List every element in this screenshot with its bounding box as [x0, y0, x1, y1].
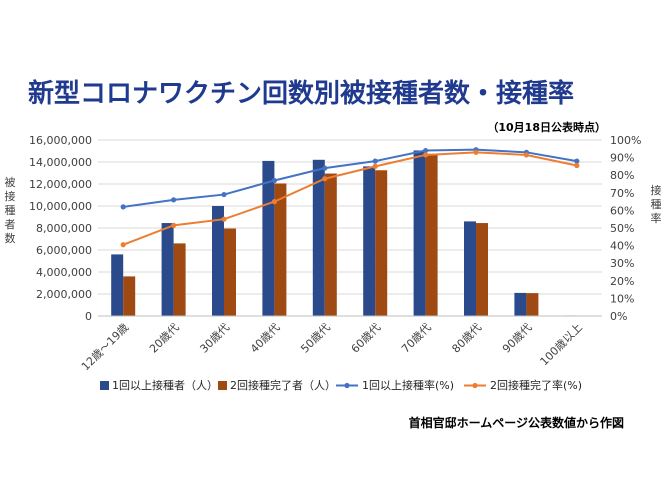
chart-title: 新型コロナワクチン回数別被接種者数・接種率: [28, 78, 574, 109]
y-tick-right: 80%: [610, 169, 634, 182]
axis-label-char: 被: [5, 176, 16, 189]
y-tick-left: 2,000,000: [36, 288, 92, 301]
bar-2: [173, 243, 186, 316]
point-1: [423, 147, 429, 154]
point-1: [171, 197, 177, 203]
bar-2: [123, 276, 136, 316]
lines: [120, 147, 580, 248]
x-tick-label: 90歳代: [500, 321, 535, 356]
point-2: [574, 162, 580, 169]
chart-subtitle: （10月18日公表時点）: [487, 120, 606, 134]
point-1: [120, 204, 126, 210]
line-series-1: [123, 148, 577, 208]
point-2: [271, 199, 277, 205]
point-2: [423, 152, 429, 158]
point-2: [322, 176, 328, 182]
x-tick-label: 50歳代: [298, 321, 333, 356]
y-tick-right: 10%: [610, 292, 634, 305]
y-tick-left: 14,000,000: [29, 156, 92, 169]
y-tick-right: 50%: [610, 222, 634, 235]
y-tick-right: 40%: [610, 240, 634, 253]
y-tick-left: 12,000,000: [29, 178, 92, 191]
bar-1: [212, 206, 224, 316]
x-tick-label: 80歳代: [449, 321, 484, 356]
legend-swatch: [218, 381, 227, 390]
y-tick-right: 70%: [610, 187, 634, 200]
axis-label-char: 数: [5, 232, 16, 245]
bar-2: [425, 153, 438, 316]
bar-1: [262, 160, 275, 316]
point-1: [372, 158, 378, 164]
y-tick-right: 60%: [610, 204, 634, 217]
y-tick-right: 20%: [610, 275, 634, 288]
y-tick-left: 10,000,000: [29, 200, 92, 213]
y-tick-left: 16,000,000: [29, 134, 92, 147]
x-tick-label: 70歳代: [399, 321, 434, 356]
source-note: 首相官邸ホームページ公表数値から作図: [409, 415, 624, 430]
bar-1: [514, 292, 527, 316]
axis-label-char: 率: [651, 211, 662, 225]
x-tick-label: 12歳～19歳: [79, 321, 131, 373]
legend-marker: [472, 382, 478, 389]
y-axis-label-right: 接種率: [651, 184, 662, 225]
bar-2: [324, 173, 337, 316]
bar-2: [526, 293, 539, 316]
y-tick-right: 0%: [610, 310, 627, 323]
legend-label: 2回接種完了率(%): [490, 378, 582, 392]
legend: 1回以上接種者（人） 2回接種完了者（人） 1回以上接種率(%) 2回接種完了率(%): [100, 378, 582, 392]
bar-2: [375, 170, 388, 316]
point-1: [221, 191, 227, 198]
bar-1: [312, 159, 325, 316]
axis-label-char: 接: [5, 190, 16, 203]
bar-1: [111, 254, 124, 316]
y-tick-right: 100%: [610, 134, 641, 147]
x-tick-label: 30歳代: [197, 321, 232, 356]
x-tick-label: 60歳代: [349, 321, 384, 356]
bar-2: [476, 223, 488, 316]
axis-label-char: 接: [651, 184, 662, 197]
point-2: [473, 149, 479, 155]
y-axis-label-left: 被接種者数: [5, 176, 16, 245]
bar-1: [413, 150, 426, 316]
legend-label: 1回以上接種者（人）: [112, 378, 218, 392]
point-1: [574, 158, 580, 164]
axis-label-char: 者: [5, 218, 16, 231]
y-tick-right: 30%: [610, 257, 634, 270]
axis-label-char: 種: [651, 197, 662, 211]
y-tick-left: 4,000,000: [36, 266, 92, 279]
bar-2: [224, 228, 236, 316]
legend-label: 1回以上接種率(%): [362, 378, 454, 392]
bar-2: [274, 183, 287, 316]
y-tick-left: 0: [85, 310, 92, 323]
point-1: [322, 165, 328, 171]
axis-label-char: 種: [5, 203, 16, 217]
legend-marker: [344, 382, 350, 389]
point-1: [271, 177, 277, 184]
x-tick-label: 100歳以上: [538, 321, 585, 368]
bar-1: [363, 166, 376, 316]
x-tick-label: 20歳代: [147, 321, 182, 356]
y-tick-right: 90%: [610, 152, 634, 165]
line-series-2: [122, 151, 578, 246]
point-2: [171, 222, 177, 228]
point-2: [221, 216, 227, 222]
bar-1: [161, 223, 174, 316]
bars: [111, 150, 589, 317]
y-tick-left: 8,000,000: [36, 222, 92, 235]
legend-label: 2回接種完了者（人）: [230, 378, 336, 392]
point-2: [120, 242, 126, 248]
point-2: [523, 152, 530, 158]
bar-1: [464, 221, 476, 316]
x-tick-label: 40歳代: [248, 321, 283, 356]
y-tick-left: 6,000,000: [36, 244, 92, 257]
point-2: [372, 163, 378, 169]
legend-swatch: [100, 381, 109, 390]
